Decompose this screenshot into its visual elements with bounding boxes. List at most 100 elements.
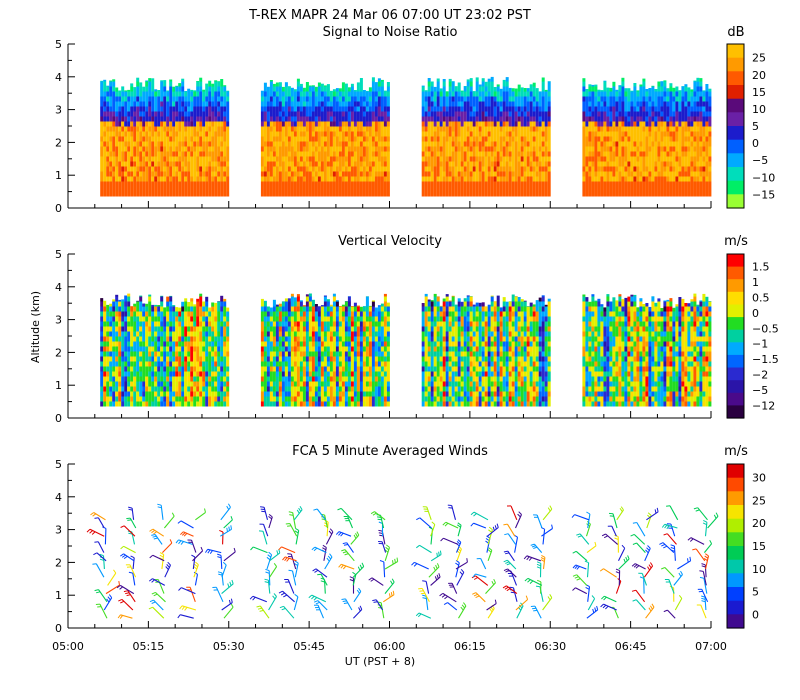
heatmap-cell — [199, 131, 203, 137]
heatmap-cell — [124, 171, 128, 177]
heatmap-cell — [451, 186, 455, 192]
heatmap-cell — [386, 106, 390, 112]
heatmap-cell — [591, 166, 595, 172]
heatmap-cell — [214, 80, 218, 82]
heatmap-cell — [223, 171, 227, 177]
heatmap-cell — [136, 126, 140, 132]
heatmap-cell — [669, 141, 673, 147]
heatmap-cell — [690, 161, 694, 167]
heatmap-cell — [163, 346, 167, 352]
heatmap-cell — [323, 86, 327, 92]
heatmap-cell — [205, 166, 209, 172]
heatmap-cell — [154, 191, 158, 197]
heatmap-cell — [332, 89, 336, 92]
heatmap-cell — [160, 311, 164, 317]
heatmap-cell — [454, 166, 458, 172]
heatmap-cell — [263, 361, 267, 367]
heatmap-cell — [308, 131, 312, 137]
heatmap-cell — [112, 311, 116, 317]
heatmap-cell — [532, 156, 536, 162]
heatmap-cell — [460, 101, 464, 107]
heatmap-cell — [290, 116, 294, 122]
heatmap-cell — [588, 146, 592, 152]
heatmap-cell — [187, 151, 191, 157]
heatmap-cell — [457, 121, 461, 127]
heatmap-cell — [466, 151, 470, 157]
heatmap-cell — [424, 176, 428, 182]
heatmap-cell — [145, 136, 149, 142]
heatmap-cell — [514, 91, 518, 97]
heatmap-cell — [217, 371, 221, 377]
heatmap-cell — [130, 101, 134, 107]
heatmap-cell — [427, 176, 431, 182]
heatmap-cell — [308, 116, 312, 122]
heatmap-cell — [597, 161, 601, 167]
heatmap-cell — [220, 141, 224, 147]
heatmap-cell — [541, 101, 545, 107]
colorbar-label: 25 — [752, 52, 766, 65]
heatmap-cell — [163, 86, 167, 92]
heatmap-cell — [100, 326, 104, 332]
heatmap-cell — [547, 126, 551, 132]
heatmap-cell — [130, 176, 134, 182]
heatmap-cell — [508, 146, 512, 152]
heatmap-cell — [591, 136, 595, 142]
heatmap-cell — [463, 126, 467, 132]
heatmap-cell — [154, 396, 158, 402]
heatmap-cell — [708, 131, 712, 137]
heatmap-cell — [705, 171, 709, 177]
heatmap-cell — [305, 191, 309, 197]
heatmap-cell — [594, 156, 598, 162]
heatmap-cell — [582, 166, 586, 172]
heatmap-cell — [296, 116, 300, 122]
heatmap-cell — [529, 106, 533, 112]
heatmap-cell — [211, 311, 215, 317]
heatmap-cell — [618, 186, 622, 192]
heatmap-cell — [121, 401, 125, 407]
heatmap-cell — [109, 371, 113, 377]
heatmap-cell — [442, 191, 446, 197]
heatmap-cell — [217, 131, 221, 137]
heatmap-cell — [148, 316, 152, 322]
heatmap-cell — [269, 146, 273, 152]
heatmap-cell — [460, 126, 464, 132]
heatmap-cell — [684, 156, 688, 162]
heatmap-cell — [100, 366, 104, 372]
heatmap-cell — [124, 301, 128, 307]
heatmap-cell — [130, 151, 134, 157]
heatmap-cell — [103, 86, 107, 92]
heatmap-cell — [278, 191, 282, 197]
heatmap-cell — [702, 121, 706, 127]
heatmap-cell — [160, 371, 164, 377]
heatmap-cell — [478, 146, 482, 152]
heatmap-cell — [169, 146, 173, 152]
heatmap-cell — [538, 126, 542, 132]
heatmap-cell — [103, 361, 107, 367]
heatmap-cell — [211, 356, 215, 362]
heatmap-cell — [205, 106, 209, 112]
data-block — [260, 77, 390, 197]
heatmap-cell — [124, 121, 128, 127]
heatmap-cell — [517, 106, 521, 112]
heatmap-cell — [136, 376, 140, 382]
heatmap-cell — [217, 331, 221, 337]
heatmap-cell — [615, 186, 619, 192]
heatmap-cell — [651, 86, 655, 92]
heatmap-cell — [430, 116, 434, 122]
heatmap-cell — [109, 186, 113, 192]
heatmap-cell — [457, 146, 461, 152]
heatmap-cell — [205, 351, 209, 357]
heatmap-cell — [124, 351, 128, 357]
heatmap-cell — [633, 86, 637, 92]
heatmap-cell — [514, 96, 518, 102]
heatmap-cell — [157, 321, 161, 327]
heatmap-cell — [329, 171, 333, 177]
heatmap-cell — [433, 156, 437, 162]
heatmap-cell — [335, 186, 339, 192]
heatmap-cell — [678, 90, 682, 92]
heatmap-cell — [196, 366, 200, 372]
heatmap-cell — [421, 176, 425, 182]
heatmap-cell — [648, 156, 652, 162]
heatmap-cell — [109, 386, 113, 392]
heatmap-cell — [624, 116, 628, 122]
